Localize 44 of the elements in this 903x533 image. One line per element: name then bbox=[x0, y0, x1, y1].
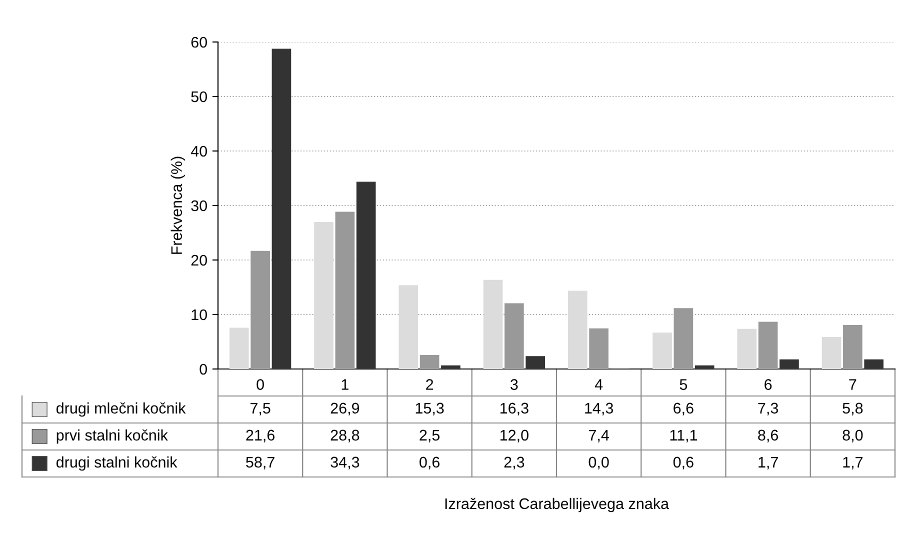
y-tick-label: 10 bbox=[192, 309, 207, 320]
y-tick-label: 20 bbox=[191, 254, 207, 266]
data-label: 7,3 bbox=[758, 402, 778, 416]
data-label: 34,3 bbox=[330, 456, 360, 470]
data-label: 1,7 bbox=[843, 456, 863, 470]
data-label: 8,0 bbox=[842, 430, 863, 442]
x-tick-label: 1 bbox=[342, 379, 348, 390]
data-label: 26,9 bbox=[330, 402, 360, 416]
data-label: 11,1 bbox=[670, 430, 697, 442]
y-tick-label: 40 bbox=[190, 146, 207, 157]
y-tick-label: 50 bbox=[191, 91, 207, 102]
y-tick-label: 60 bbox=[191, 36, 207, 48]
data-label: 2,5 bbox=[420, 430, 440, 442]
x-tick-label: 6 bbox=[764, 379, 772, 390]
y-tick-label: 30 bbox=[191, 200, 207, 212]
data-label: 15,3 bbox=[416, 402, 444, 416]
legend-label: drugi stalni kočnik bbox=[56, 456, 178, 471]
y-tick-label: 0 bbox=[200, 364, 207, 375]
data-label: 0,6 bbox=[673, 456, 694, 470]
data-label: 7,5 bbox=[250, 402, 270, 416]
legend-label: drugi mlečni kočnik bbox=[56, 402, 186, 417]
x-tick-label: 4 bbox=[594, 379, 603, 390]
data-label: 0,0 bbox=[588, 456, 609, 470]
data-label: 2,3 bbox=[504, 456, 524, 470]
data-label: 21,6 bbox=[246, 430, 275, 442]
data-label: 0,6 bbox=[420, 456, 440, 470]
data-label: 12,0 bbox=[500, 430, 528, 442]
x-tick-label: 5 bbox=[680, 379, 688, 390]
data-label: 7,4 bbox=[588, 430, 609, 442]
data-label: 5,8 bbox=[842, 402, 863, 416]
data-label: 28,8 bbox=[330, 430, 360, 442]
text: Izraženost Carabellijevega znaka bbox=[445, 498, 670, 512]
data-label: 16,3 bbox=[500, 402, 528, 416]
data-label: 1,7 bbox=[758, 456, 778, 470]
x-tick-label: 3 bbox=[510, 379, 518, 390]
x-tick-label: 2 bbox=[426, 379, 434, 390]
data-label: 14,3 bbox=[585, 402, 614, 416]
data-label: 58,7 bbox=[246, 456, 274, 470]
data-label: 6,6 bbox=[674, 402, 694, 416]
x-tick-label: 0 bbox=[256, 379, 264, 390]
y-axis-title: Frekvenca (%) bbox=[170, 156, 186, 254]
data-label: 8,6 bbox=[758, 430, 778, 442]
legend-label: prvi stalni kočnik bbox=[56, 429, 168, 444]
x-tick-label: 7 bbox=[849, 379, 856, 390]
